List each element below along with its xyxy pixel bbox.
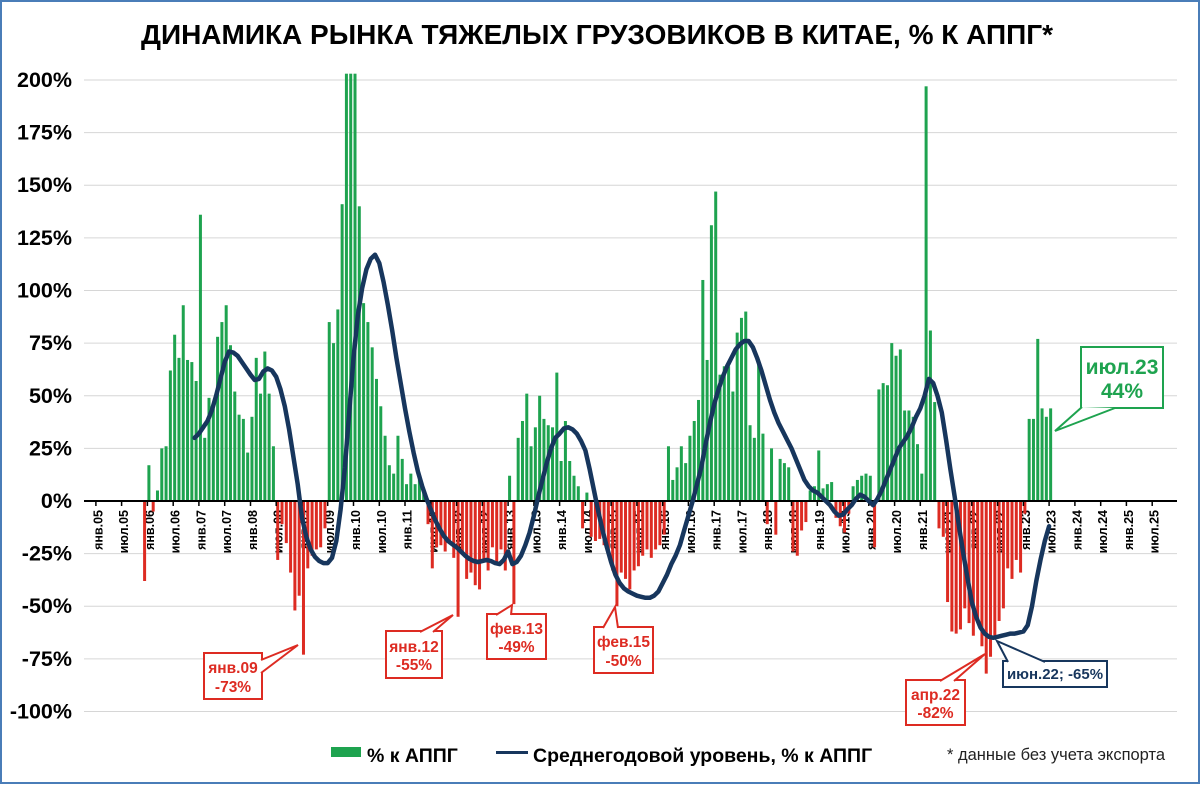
svg-text:янв.14: янв.14: [555, 510, 569, 550]
svg-text:янв.19: янв.19: [813, 510, 827, 550]
svg-text:-50%: -50%: [605, 653, 641, 670]
svg-text:-75%: -75%: [22, 647, 72, 671]
svg-text:44%: 44%: [1101, 380, 1143, 403]
svg-text:175%: 175%: [17, 121, 72, 145]
svg-text:-55%: -55%: [396, 657, 432, 674]
svg-text:125%: 125%: [17, 226, 72, 250]
svg-text:янв.09: янв.09: [208, 660, 258, 677]
svg-text:* данные без учета экспорта: * данные без учета экспорта: [947, 746, 1166, 764]
svg-text:янв.23: янв.23: [1019, 510, 1033, 550]
svg-text:июл.24: июл.24: [1096, 510, 1110, 553]
svg-text:% к АППГ: % к АППГ: [367, 745, 458, 767]
svg-text:200%: 200%: [17, 68, 72, 92]
svg-text:июл.17: июл.17: [736, 510, 750, 553]
svg-text:янв.24: янв.24: [1070, 510, 1084, 550]
svg-text:июл.20: июл.20: [890, 510, 904, 553]
svg-text:янв.08: янв.08: [246, 510, 260, 550]
svg-text:фев.15: фев.15: [597, 634, 650, 651]
svg-text:-50%: -50%: [22, 594, 72, 618]
svg-text:янв.11: янв.11: [401, 510, 415, 549]
svg-text:0%: 0%: [41, 489, 72, 513]
svg-text:-100%: -100%: [10, 700, 72, 724]
svg-text:июл.06: июл.06: [169, 510, 183, 553]
svg-text:июл.23: июл.23: [1045, 510, 1059, 553]
svg-text:50%: 50%: [29, 384, 72, 408]
svg-text:янв.25: янв.25: [1122, 510, 1136, 550]
svg-text:янв.20: янв.20: [864, 510, 878, 550]
svg-text:янв.17: янв.17: [710, 510, 724, 550]
svg-text:-73%: -73%: [215, 679, 251, 696]
svg-text:фев.13: фев.13: [490, 621, 543, 638]
svg-text:апр.22: апр.22: [911, 687, 960, 704]
svg-text:июл.07: июл.07: [220, 510, 234, 553]
svg-text:июн.22; -65%: июн.22; -65%: [1007, 666, 1103, 683]
svg-text:янв.21: янв.21: [916, 510, 930, 550]
svg-text:100%: 100%: [17, 279, 72, 303]
svg-text:янв.07: янв.07: [194, 510, 208, 550]
svg-text:ДИНАМИКА РЫНКА ТЯЖЕЛЫХ ГРУЗОВИ: ДИНАМИКА РЫНКА ТЯЖЕЛЫХ ГРУЗОВИКОВ В КИТА…: [141, 19, 1053, 50]
svg-text:янв.12: янв.12: [389, 639, 438, 656]
svg-text:150%: 150%: [17, 173, 72, 197]
svg-text:75%: 75%: [29, 331, 72, 355]
svg-text:янв.06: янв.06: [143, 510, 157, 550]
svg-text:июл.23: июл.23: [1086, 356, 1159, 379]
svg-text:янв.05: янв.05: [91, 510, 105, 550]
svg-text:-82%: -82%: [917, 705, 953, 722]
svg-text:25%: 25%: [29, 436, 72, 460]
svg-text:янв.10: янв.10: [349, 510, 363, 550]
svg-text:июл.05: июл.05: [117, 510, 131, 553]
svg-text:-25%: -25%: [22, 542, 72, 566]
svg-text:янв.18: янв.18: [761, 510, 775, 550]
svg-text:Среднегодовой уровень, % к АПП: Среднегодовой уровень, % к АППГ: [533, 745, 872, 767]
svg-text:июл.10: июл.10: [375, 510, 389, 553]
svg-text:-49%: -49%: [498, 639, 534, 656]
svg-text:июл.25: июл.25: [1148, 510, 1162, 553]
